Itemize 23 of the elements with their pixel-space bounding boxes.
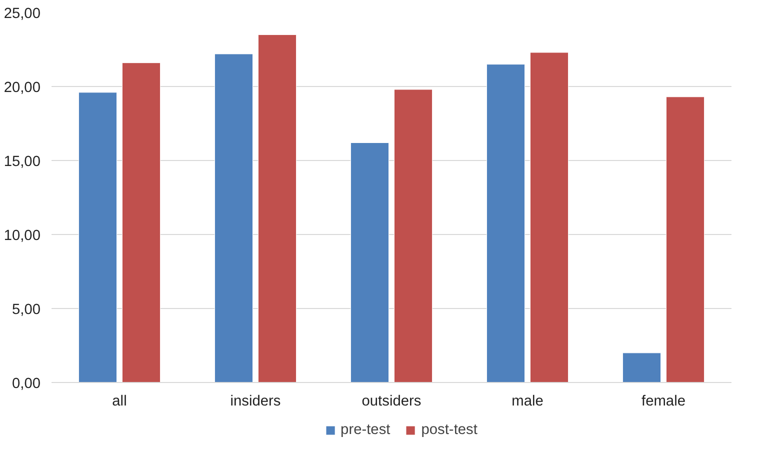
bar <box>122 62 161 382</box>
bar <box>78 92 118 382</box>
y-tick-label: 5,00 <box>12 302 41 318</box>
x-tick-label: outsiders <box>362 394 422 410</box>
bar <box>666 96 705 382</box>
bar <box>486 64 526 382</box>
bar <box>350 142 390 382</box>
y-tick-label: 15,00 <box>4 154 41 170</box>
x-tick-label: insiders <box>230 394 281 410</box>
x-tick-label: female <box>642 394 686 410</box>
x-tick-label: all <box>112 394 127 410</box>
legend-label: post-test <box>421 422 478 438</box>
x-tick-label: male <box>512 394 544 410</box>
bar <box>214 54 254 382</box>
y-tick-label: 0,00 <box>12 376 41 392</box>
bar <box>530 52 569 382</box>
bar <box>394 89 433 382</box>
y-tick-label: 25,00 <box>4 6 41 22</box>
y-tick-label: 20,00 <box>4 80 41 96</box>
bar <box>622 352 662 382</box>
bar <box>258 34 297 382</box>
y-tick-label: 10,00 <box>4 228 41 244</box>
legend-label: pre-test <box>340 422 390 438</box>
